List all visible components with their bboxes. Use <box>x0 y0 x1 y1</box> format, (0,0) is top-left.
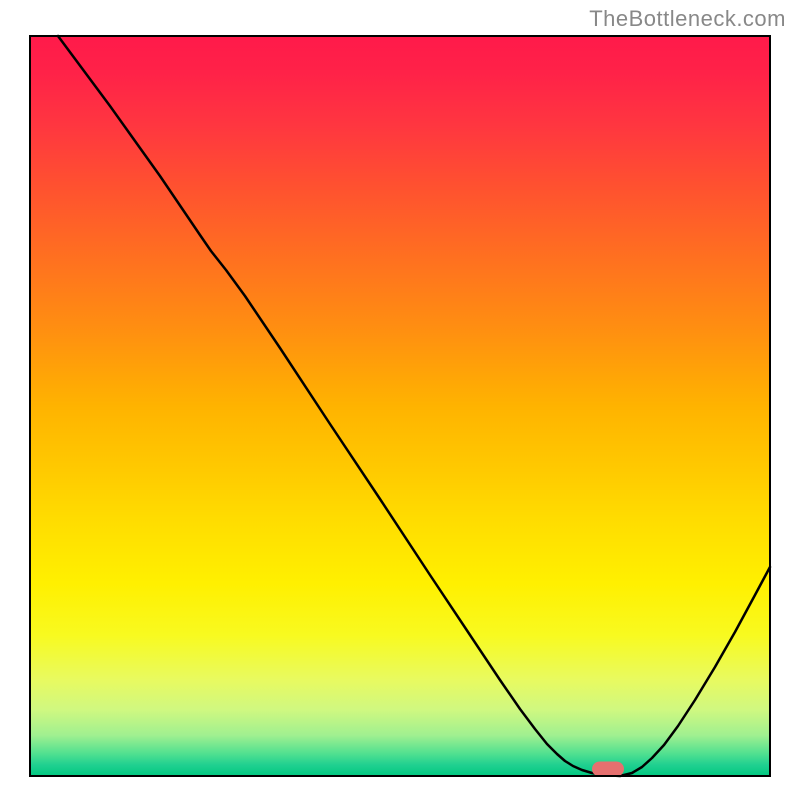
optimal-marker <box>592 762 624 777</box>
chart-svg <box>0 0 800 800</box>
watermark-text: TheBottleneck.com <box>589 6 786 32</box>
gradient-background <box>30 36 770 776</box>
plot-area <box>30 36 770 777</box>
chart-container: TheBottleneck.com <box>0 0 800 800</box>
